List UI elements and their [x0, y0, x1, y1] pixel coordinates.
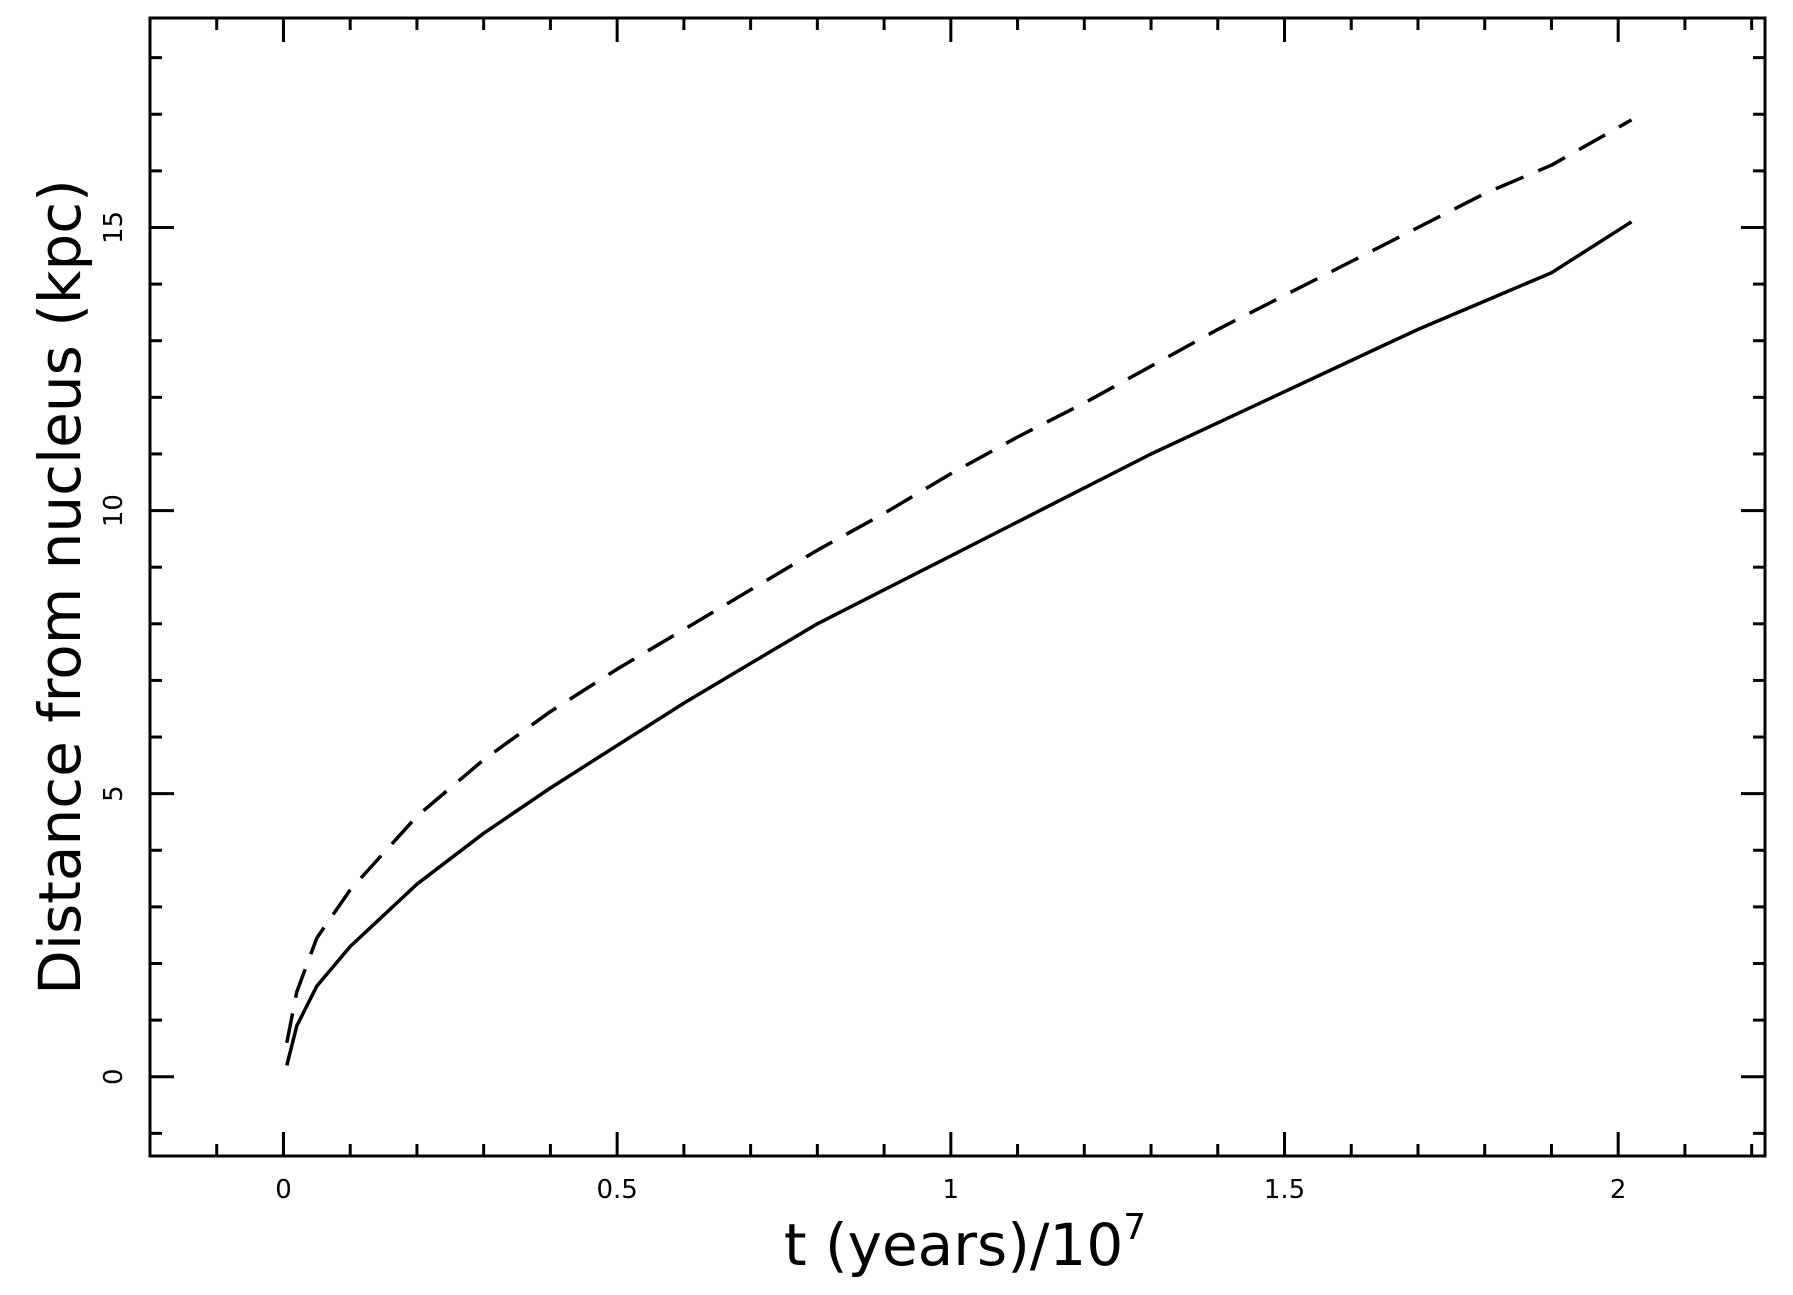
x-axis-title-superscript: 7 — [1123, 1207, 1146, 1248]
x-tick-label: 0.5 — [596, 1175, 637, 1205]
y-tick-labels: 0 5 10 15 — [99, 211, 129, 1085]
x-tick-label: 0 — [275, 1175, 292, 1205]
axis-ticks — [148, 18, 1765, 1156]
x-tick-label: 2 — [1610, 1175, 1627, 1205]
series-layer — [285, 118, 1633, 1066]
x-axis-title: t (years)/107 — [784, 1207, 1146, 1279]
y-tick-label: 10 — [99, 494, 129, 527]
series-line-solid — [285, 220, 1633, 1066]
x-axis-title-text: t (years)/10 — [784, 1211, 1123, 1279]
y-axis-title: Distance from nucleus (kpc) — [26, 179, 94, 995]
y-tick-label: 0 — [99, 1068, 129, 1085]
x-tick-label: 1 — [943, 1175, 960, 1205]
x-tick-label: 1.5 — [1264, 1175, 1305, 1205]
y-tick-label: 5 — [99, 785, 129, 802]
x-tick-labels: 0 0.5 1 1.5 2 — [275, 1175, 1626, 1205]
plot-frame — [148, 16, 1767, 1158]
y-tick-label: 15 — [99, 211, 129, 244]
series-line-dashed — [285, 118, 1633, 1044]
